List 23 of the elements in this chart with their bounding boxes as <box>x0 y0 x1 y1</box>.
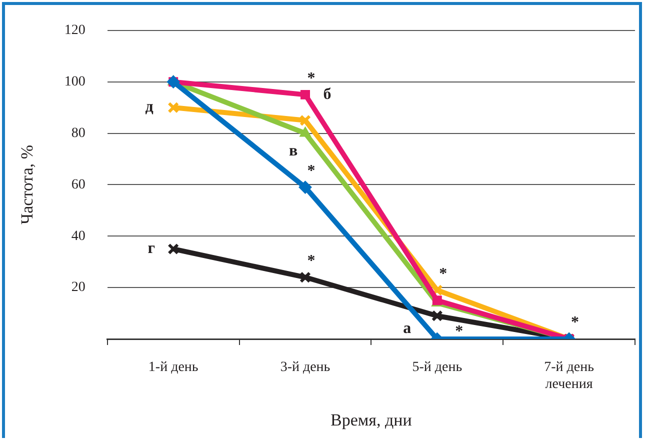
series-label: д <box>145 98 154 116</box>
annotation: * <box>439 265 448 282</box>
y-tick-label: 60 <box>71 177 86 192</box>
annotation: * <box>307 252 316 270</box>
x-axis-title: Время, дни <box>330 410 412 430</box>
annotation: * <box>307 70 316 87</box>
series-label: в <box>288 142 298 160</box>
annotation: * <box>307 162 316 180</box>
y-tick-label: 80 <box>71 126 86 141</box>
y-tick-label: 120 <box>64 23 86 38</box>
y-axis-title: Частота, % <box>18 144 37 224</box>
series-label: а <box>403 320 412 338</box>
series-label: г <box>148 240 155 258</box>
y-tick-label: 20 <box>71 280 86 296</box>
series-label: б <box>323 86 332 103</box>
annotation: * <box>455 323 464 340</box>
x-tick-label: 7-й день лечения <box>544 360 594 392</box>
x-tick-label: 1-й день <box>148 360 198 376</box>
x-tick-label: 5-й день <box>412 360 462 376</box>
annotation: * <box>571 314 580 332</box>
y-tick-label: 40 <box>71 228 86 244</box>
x-tick-label: 3-й день <box>280 360 330 376</box>
y-tick-label: 100 <box>64 74 86 90</box>
